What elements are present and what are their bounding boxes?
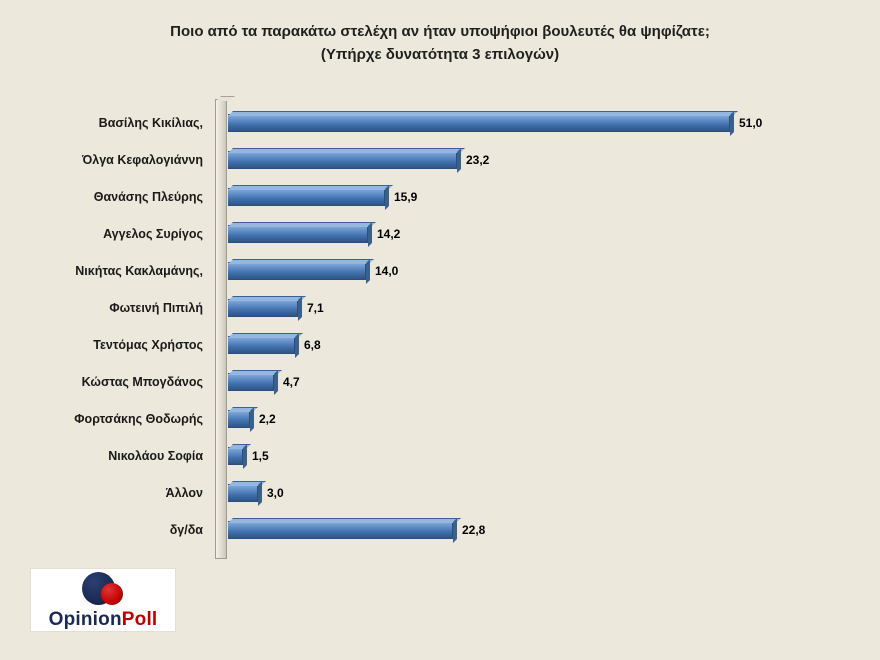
bar-row: Νικήτας Κακλαμάνης, 14,0	[10, 253, 860, 290]
bar	[228, 299, 298, 317]
bar	[228, 114, 730, 132]
chart-rows: Βασίλης Κικίλιας, 51,0 Όλγα Κεφαλογιάννη…	[10, 105, 860, 549]
chart-title: Ποιο από τα παρακάτω στελέχη αν ήταν υπο…	[170, 23, 710, 40]
category-label: Τεντόμας Χρήστος	[93, 338, 203, 352]
bar-row: Βασίλης Κικίλιας, 51,0	[10, 105, 860, 142]
bar-area: 3,0	[215, 484, 860, 502]
category-label: δγ/δα	[169, 523, 203, 537]
bar-row: Κώστας Μπογδάνος 4,7	[10, 364, 860, 401]
category-label: Όλγα Κεφαλογιάννη	[81, 153, 203, 167]
bar-row: Τεντόμας Χρήστος 6,8	[10, 327, 860, 364]
value-label: 23,2	[466, 153, 490, 167]
bar-chart: Βασίλης Κικίλιας, 51,0 Όλγα Κεφαλογιάννη…	[10, 98, 860, 559]
bar-row: Όλγα Κεφαλογιάννη 23,2	[10, 142, 860, 179]
bar-row: δγ/δα 22,8	[10, 512, 860, 549]
category-label: Φορτσάκης Θοδωρής	[74, 412, 203, 426]
bar-row: Άλλον 3,0	[10, 475, 860, 512]
bar-row: Θανάσης Πλεύρης 15,9	[10, 179, 860, 216]
bar-area: 2,2	[215, 410, 860, 428]
axis-wall	[215, 98, 227, 559]
logo-text-opinion: Opinion	[48, 609, 122, 630]
value-label: 22,8	[462, 523, 486, 537]
bar-area: 1,5	[215, 447, 860, 465]
value-label: 3,0	[267, 486, 284, 500]
bar-row: Νικολάου Σοφία 1,5	[10, 438, 860, 475]
category-label: Νικολάου Σοφία	[108, 449, 203, 463]
bar	[228, 521, 453, 539]
bar-area: 7,1	[215, 299, 860, 317]
bar	[228, 151, 457, 169]
value-label: 6,8	[304, 338, 321, 352]
logo-red-sphere-icon	[101, 583, 123, 605]
value-label: 1,5	[252, 449, 269, 463]
bar	[228, 447, 243, 465]
bar	[228, 225, 368, 243]
bar	[228, 373, 274, 391]
chart-subtitle: (Υπήρχε δυνατότητα 3 επιλογών)	[320, 46, 560, 64]
bar-area: 15,9	[215, 188, 860, 206]
bar-area: 6,8	[215, 336, 860, 354]
category-label: Φωτεινή Πιπιλή	[109, 301, 203, 315]
logo-text-poll: Poll	[121, 609, 158, 630]
value-label: 15,9	[394, 190, 418, 204]
category-label: Άλλον	[165, 486, 203, 500]
bar-row: Αγγελος Συρίγος 14,2	[10, 216, 860, 253]
bar-row: Φωτεινή Πιπιλή 7,1	[10, 290, 860, 327]
bar-area: 14,0	[215, 262, 860, 280]
bar-area: 51,0	[215, 114, 860, 132]
bar	[228, 262, 366, 280]
bar	[228, 410, 250, 428]
value-label: 2,2	[259, 412, 276, 426]
bar	[228, 188, 385, 206]
category-label: Κώστας Μπογδάνος	[81, 375, 203, 389]
value-label: 14,2	[377, 227, 401, 241]
bar-area: 22,8	[215, 521, 860, 539]
value-label: 14,0	[375, 264, 399, 278]
value-label: 51,0	[739, 116, 763, 130]
category-label: Θανάσης Πλεύρης	[93, 190, 203, 204]
value-label: 4,7	[283, 375, 300, 389]
opinionpoll-logo: OpinionPoll	[30, 568, 176, 632]
category-label: Νικήτας Κακλαμάνης,	[75, 264, 203, 278]
bar-area: 23,2	[215, 151, 860, 169]
bar	[228, 336, 295, 354]
chart-title-block: Ποιο από τα παρακάτω στελέχη αν ήταν υπο…	[0, 0, 880, 67]
category-label: Βασίλης Κικίλιας,	[98, 116, 203, 130]
opinionpoll-logo-text: OpinionPoll	[31, 609, 175, 631]
bar-area: 14,2	[215, 225, 860, 243]
bar	[228, 484, 258, 502]
category-label: Αγγελος Συρίγος	[103, 227, 203, 241]
bar-row: Φορτσάκης Θοδωρής 2,2	[10, 401, 860, 438]
bar-area: 4,7	[215, 373, 860, 391]
value-label: 7,1	[307, 301, 324, 315]
opinionpoll-logo-icon	[80, 572, 126, 608]
